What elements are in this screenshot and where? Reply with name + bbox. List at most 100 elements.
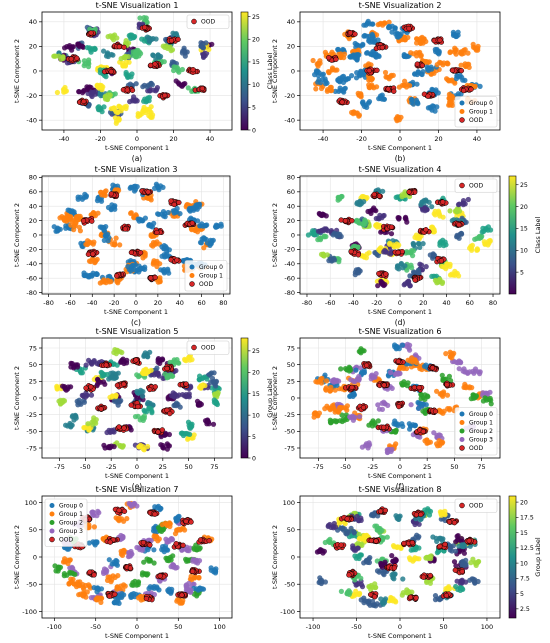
ood-point (381, 424, 387, 430)
data-point (312, 72, 318, 78)
legend-marker (459, 437, 465, 442)
ood-point (460, 87, 467, 94)
data-point (96, 104, 102, 110)
x-tick-label: 40 (442, 299, 450, 307)
data-point (456, 359, 463, 365)
data-point (139, 111, 145, 117)
x-tick-label: 60 (197, 299, 205, 307)
data-point (337, 405, 343, 411)
legend: OOD (454, 178, 498, 193)
data-point (114, 35, 120, 41)
ood-point (168, 198, 174, 204)
data-point (403, 84, 410, 90)
data-point (69, 422, 75, 428)
data-point (328, 388, 334, 394)
data-point (346, 364, 352, 370)
data-point (155, 185, 161, 191)
x-tick-label: 40 (206, 135, 214, 143)
data-point (375, 402, 381, 408)
data-point (138, 217, 144, 223)
data-point (347, 54, 354, 60)
data-point (80, 90, 86, 96)
data-point (420, 69, 426, 75)
data-point (323, 386, 329, 392)
data-point (145, 571, 151, 577)
data-point (206, 46, 212, 53)
ood-point (159, 427, 165, 433)
x-tick-label: 20 (154, 299, 162, 307)
data-point (128, 210, 134, 216)
data-point (407, 283, 413, 289)
data-point (463, 369, 469, 375)
ood-point (385, 86, 391, 92)
data-point (159, 211, 165, 217)
data-point (182, 356, 188, 362)
data-point (433, 49, 439, 55)
data-point (79, 370, 85, 376)
data-point (378, 245, 384, 251)
data-point (429, 204, 435, 210)
data-point (337, 75, 343, 81)
ood-point (171, 201, 177, 208)
data-point (147, 195, 154, 201)
legend-marker (191, 18, 197, 25)
y-tick-label: -25 (26, 411, 37, 419)
data-point (145, 399, 151, 406)
ood-point (374, 67, 380, 73)
data-point (141, 407, 147, 413)
data-point (405, 357, 411, 363)
data-point (425, 105, 431, 111)
ood-point (116, 44, 122, 50)
data-point (353, 367, 359, 373)
data-point (339, 418, 345, 425)
legend: OOD (186, 340, 230, 355)
data-point (117, 399, 123, 405)
y-tick-label: 20 (287, 217, 295, 225)
data-point (379, 280, 386, 286)
data-point (416, 50, 422, 56)
data-point (113, 235, 119, 241)
data-point (339, 412, 345, 418)
data-point (449, 355, 455, 361)
data-point (412, 422, 418, 428)
x-tick-label: -20 (109, 299, 120, 307)
data-point (439, 280, 445, 286)
data-point (470, 44, 477, 50)
legend-label: Group 0 (469, 100, 493, 107)
ood-point (429, 365, 436, 371)
data-point (368, 376, 374, 382)
data-point (399, 421, 405, 427)
x-tick-label: 20 (419, 299, 427, 307)
data-point (62, 89, 68, 95)
y-tick-label: 60 (287, 188, 295, 196)
data-point (195, 218, 201, 224)
y-tick-label: 40 (29, 18, 37, 26)
data-point (149, 82, 155, 88)
data-point (462, 381, 468, 387)
data-point (115, 370, 121, 376)
data-point (359, 200, 365, 206)
y-tick-label: 50 (29, 361, 37, 369)
data-point (121, 359, 127, 365)
data-point (355, 244, 361, 250)
panel-title: t-SNE Visualization 3 (95, 165, 178, 174)
y-tick-label: 40 (287, 18, 295, 26)
data-point (317, 211, 323, 217)
data-point (198, 385, 204, 391)
y-tick-label: -40 (284, 116, 295, 124)
legend-marker (459, 428, 465, 434)
ood-point (342, 218, 349, 224)
ood-point (449, 67, 456, 73)
data-point (90, 210, 97, 216)
legend-marker (189, 281, 195, 287)
data-point (88, 49, 94, 55)
ood-point (190, 67, 196, 73)
data-point (327, 256, 333, 262)
y-axis-label: t-SNE Component 2 (271, 366, 279, 430)
data-point (321, 212, 327, 218)
data-point (57, 215, 63, 221)
data-point (77, 194, 83, 200)
data-point (157, 275, 163, 281)
data-point (327, 84, 333, 90)
